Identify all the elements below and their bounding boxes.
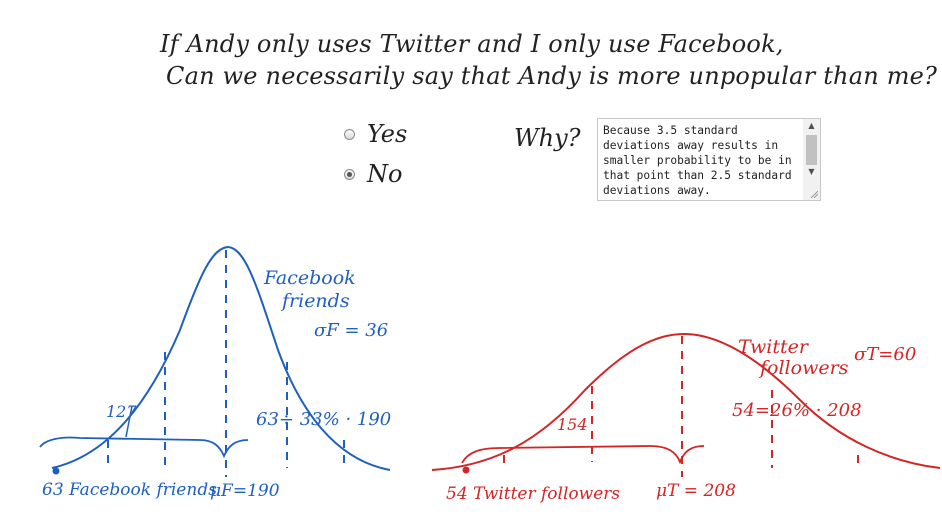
facebook-mean-label: μF=190 [210,481,280,501]
twitter-point-label: 54 Twitter followers [446,484,620,504]
facebook-bell-curve [51,245,391,471]
facebook-pct-label: 63÷ 33% · 190 [256,409,391,430]
twitter-title-2: followers [758,357,849,379]
answer-textarea[interactable]: Because 3.5 standard deviations away res… [597,118,821,201]
yes-label: Yes [367,120,408,148]
facebook-title-2: friends [280,290,350,312]
option-yes[interactable]: Yes [344,120,407,148]
twitter-title-1: Twitter [738,336,810,358]
yes-radio[interactable] [344,128,355,140]
option-no[interactable]: No [344,160,402,188]
facebook-distribution: Facebook friends σF = 36 127 63÷ 33% · 1… [39,245,391,501]
facebook-title-1: Facebook [263,267,356,289]
twitter-bell-curve [431,332,941,471]
no-label: No [367,160,403,188]
no-radio[interactable] [344,168,355,180]
twitter-count-label: 154 [557,415,588,434]
twitter-distribution: Twitter followers σT=60 154 54=26% · 208… [431,332,941,504]
resize-grip-icon[interactable] [810,190,818,198]
facebook-count-arrow [125,405,133,438]
facebook-point-label: 63 Facebook friends [42,480,217,500]
answer-scrollbar[interactable]: ▲ ▼ [803,119,820,200]
twitter-mean-label: μT = 208 [656,481,736,501]
answer-text[interactable]: Because 3.5 standard deviations away res… [603,124,799,197]
facebook-sigma: σF = 36 [314,320,388,341]
facebook-point-dot [52,467,60,475]
twitter-sigma: σT=60 [854,344,916,365]
scroll-down-icon[interactable]: ▼ [808,167,815,176]
twitter-pct-label: 54=26% · 208 [732,400,862,421]
facebook-bracket [39,436,249,459]
question-line-2: Can we necessarily say that Andy is more… [166,62,938,90]
scroll-thumb[interactable] [806,135,817,165]
scroll-up-icon[interactable]: ▲ [808,121,815,130]
twitter-bracket [461,445,705,465]
twitter-point-dot [462,466,470,474]
why-label: Why? [514,124,581,152]
facebook-count-label: 127 [106,402,137,421]
question-line-1: If Andy only uses Twitter and I only use… [160,30,784,58]
